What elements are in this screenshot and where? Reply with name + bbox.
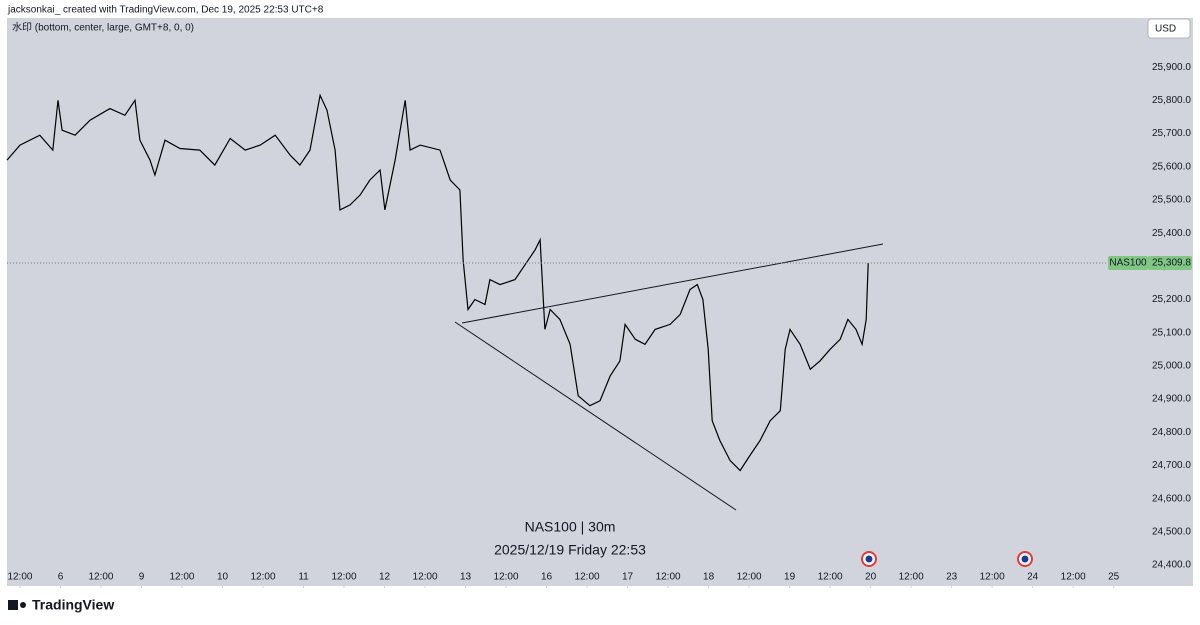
x-tick-label: 23 <box>946 572 958 583</box>
y-tick-label: 25,100.0 <box>1152 327 1191 338</box>
y-tick-label: 24,900.0 <box>1152 394 1191 405</box>
x-tick-label: 12:00 <box>88 572 113 583</box>
y-tick-label: 25,700.0 <box>1152 128 1191 139</box>
x-tick-label: 17 <box>622 572 634 583</box>
x-tick-label: 12:00 <box>818 572 843 583</box>
trendline-lower[interactable] <box>454 321 737 511</box>
logo <box>8 600 26 610</box>
price-label: 25,309.8 <box>1152 258 1191 269</box>
y-tick-label: 24,400.0 <box>1152 560 1191 571</box>
x-tick-label: 19 <box>784 572 796 583</box>
x-tick-label: 12:00 <box>494 572 519 583</box>
currency: USD <box>1155 24 1176 35</box>
x-tick-label: 13 <box>460 572 472 583</box>
y-tick-label: 25,600.0 <box>1152 161 1191 172</box>
y-tick-label: 25,900.0 <box>1152 62 1191 73</box>
y-tick-label: 24,700.0 <box>1152 460 1191 471</box>
x-tick-label: 10 <box>217 572 229 583</box>
x-tick-label: 12:00 <box>250 572 275 583</box>
event-icon[interactable] <box>1017 551 1033 567</box>
x-tick-label: 25 <box>1108 572 1120 583</box>
y-tick-label: 24,500.0 <box>1152 527 1191 538</box>
price-tag <box>1148 256 1192 271</box>
trendline-upper[interactable] <box>461 243 884 324</box>
watermark-symbol: NAS100 | 30m <box>525 519 616 535</box>
x-tick-label: 12 <box>379 572 391 583</box>
y-tick-label: 24,800.0 <box>1152 427 1191 438</box>
x-tick-label: 12:00 <box>332 572 357 583</box>
y-tick-label: 25,000.0 <box>1152 361 1191 372</box>
x-tick-label: 18 <box>703 572 715 583</box>
x-tick-label: 12:00 <box>7 572 32 583</box>
y-tick-label: 24,600.0 <box>1152 493 1191 504</box>
watermark-date: 2025/12/19 Friday 22:53 <box>494 542 646 558</box>
brand: TradingView <box>32 597 114 613</box>
price-line <box>6 93 869 472</box>
y-tick-label: 25,400.0 <box>1152 228 1191 239</box>
currency-box[interactable] <box>1147 18 1191 39</box>
x-tick-label: 6 <box>58 572 64 583</box>
y-tick-label: 25,500.0 <box>1152 195 1191 206</box>
x-tick-label: 9 <box>139 572 145 583</box>
x-tick-label: 12:00 <box>575 572 600 583</box>
x-tick-label: 12:00 <box>737 572 762 583</box>
symbol-tag <box>1108 256 1148 271</box>
settings: 水印 (bottom, center, large, GMT+8, 0, 0) <box>12 22 194 34</box>
x-tick-label: 12:00 <box>656 572 681 583</box>
x-tick-label: 11 <box>298 572 309 583</box>
y-tick-label: 25,800.0 <box>1152 95 1191 106</box>
header: jacksonkai_ created with TradingView.com… <box>7 5 324 16</box>
chart-background <box>7 18 1193 586</box>
x-tick-label: 12:00 <box>413 572 438 583</box>
x-tick-label: 20 <box>865 572 877 583</box>
x-tick-label: 16 <box>541 572 553 583</box>
x-tick-label: 12:00 <box>899 572 924 583</box>
event-icon[interactable] <box>861 551 877 567</box>
x-tick-label: 12:00 <box>1061 572 1086 583</box>
x-tick-label: 24 <box>1027 572 1039 583</box>
x-tick-label: 12:00 <box>169 572 194 583</box>
x-tick-label: 12:00 <box>980 572 1005 583</box>
y-tick-label: 25,200.0 <box>1152 294 1191 305</box>
symbol-label: NAS100 <box>1109 258 1147 269</box>
